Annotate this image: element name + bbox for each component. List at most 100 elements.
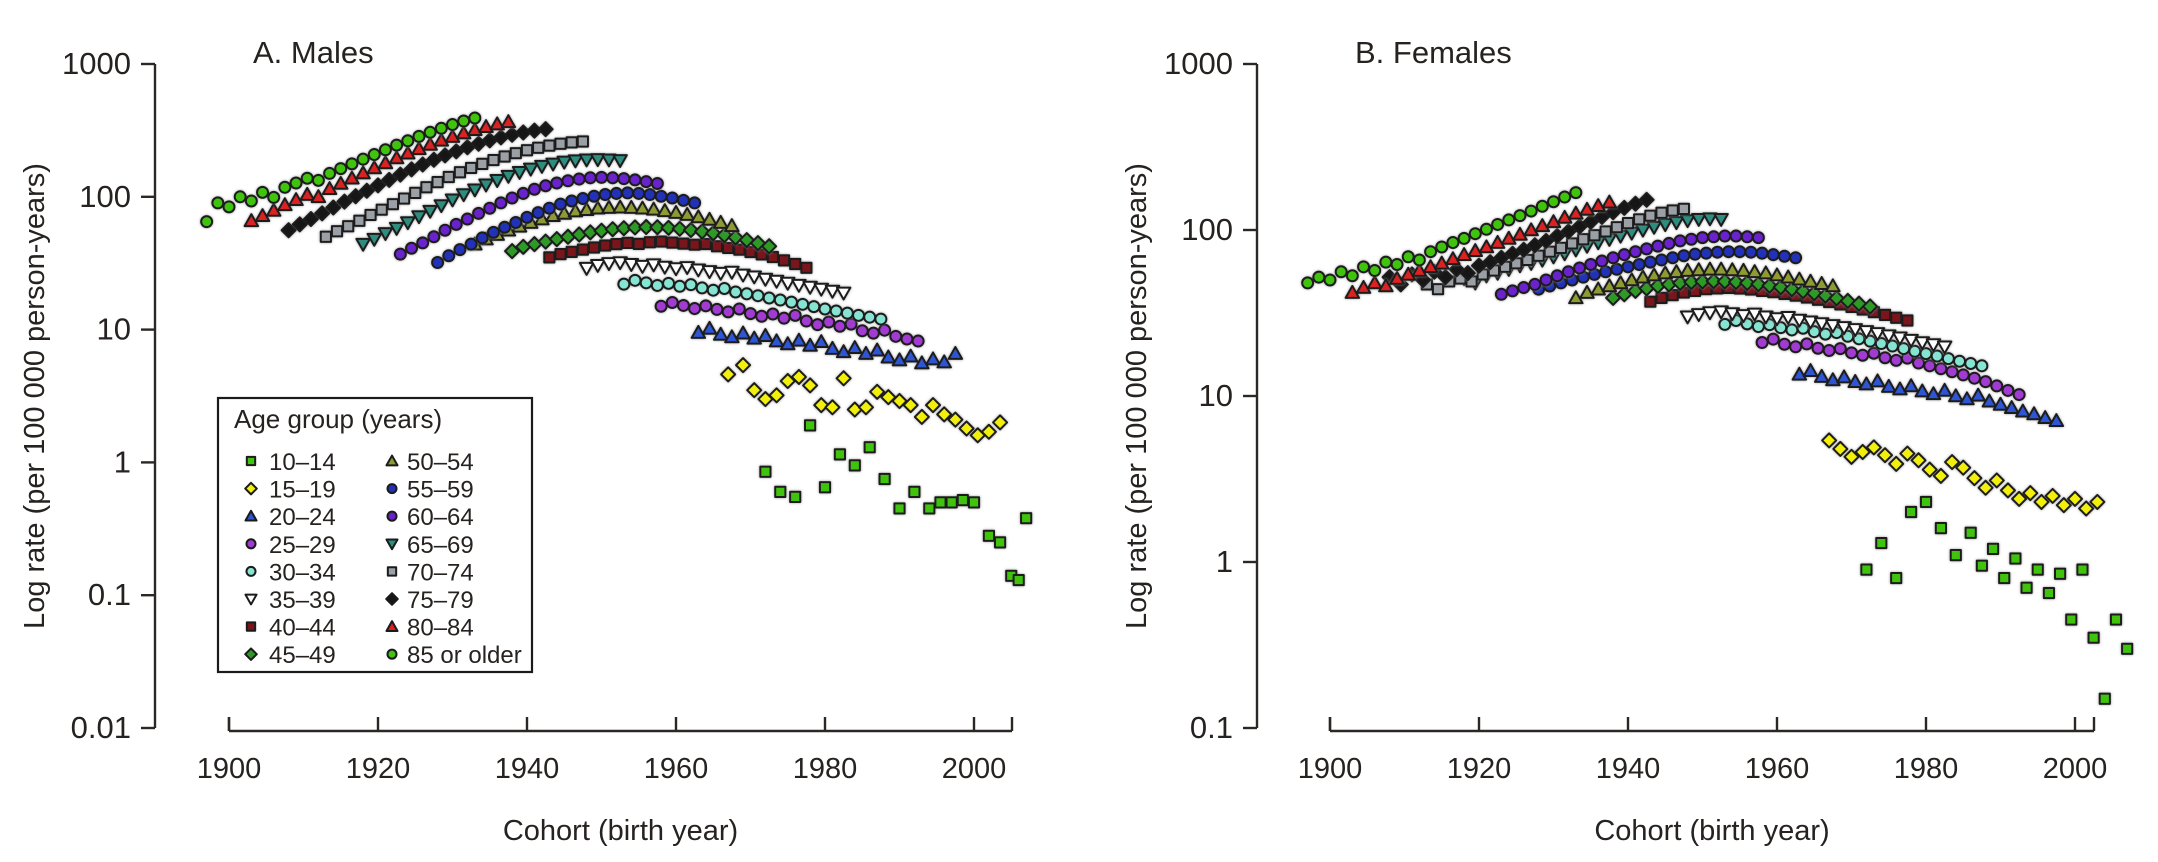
data-point-marker	[617, 277, 631, 291]
data-point-marker	[2042, 586, 2056, 600]
data-point-marker	[1646, 220, 1662, 235]
data-point-marker	[1910, 452, 1927, 469]
data-point-marker	[1739, 274, 1756, 291]
data-point-marker	[1949, 549, 1962, 562]
data-point-marker	[724, 265, 740, 280]
data-point-marker	[433, 132, 450, 147]
series-55–59	[431, 186, 702, 270]
data-point-marker	[2121, 642, 2134, 655]
data-point-marker	[992, 414, 1009, 431]
data-point-marker	[433, 199, 450, 214]
data-point-marker	[639, 276, 653, 290]
data-point-marker	[822, 315, 836, 329]
data-point-marker	[699, 237, 712, 251]
data-point-marker	[1901, 314, 1914, 327]
x-tick-label: 2000	[2043, 753, 2108, 785]
data-point-marker	[444, 193, 461, 208]
data-point-marker	[869, 383, 886, 400]
data-point-marker	[662, 276, 676, 290]
data-point-marker	[908, 485, 921, 498]
x-tick-label: 1960	[1745, 753, 1810, 785]
data-point-marker	[679, 206, 695, 221]
data-point-marker	[623, 199, 640, 214]
data-point-marker	[1912, 356, 1926, 370]
data-point-marker	[869, 342, 885, 357]
data-point-marker	[1761, 277, 1778, 294]
data-point-marker	[1713, 261, 1729, 276]
data-point-marker	[668, 262, 684, 277]
data-point-marker	[2066, 490, 2084, 507]
data-point-marker	[1750, 276, 1767, 293]
data-point-marker	[654, 299, 668, 313]
data-point-marker	[947, 345, 964, 360]
data-point-marker	[717, 281, 731, 295]
data-point-marker	[364, 208, 377, 222]
x-axis-title: Cohort (birth year)	[503, 815, 738, 847]
data-point-marker	[947, 411, 964, 428]
data-point-marker	[1378, 278, 1394, 293]
data-point-marker	[353, 214, 366, 227]
data-point-marker	[314, 205, 331, 222]
data-point-marker	[1992, 396, 2009, 411]
data-point-marker	[567, 154, 584, 169]
data-point-marker	[601, 199, 617, 214]
data-point-marker	[634, 200, 651, 215]
x-tick-label: 2000	[942, 753, 1007, 785]
data-point-marker	[621, 236, 634, 249]
data-point-marker	[668, 204, 684, 219]
data-point-marker	[401, 134, 415, 148]
data-point-marker	[1751, 231, 1765, 245]
data-point-marker	[660, 219, 677, 236]
data-point-marker	[688, 196, 702, 210]
data-point-marker	[1755, 336, 1769, 350]
series-60–64	[1494, 229, 1765, 301]
series-45–49	[1605, 273, 1879, 315]
data-point-marker	[467, 122, 483, 137]
data-point-marker	[444, 128, 461, 143]
data-point-marker	[425, 151, 442, 168]
data-point-marker	[465, 161, 478, 175]
data-point-marker	[483, 201, 497, 215]
series-20–24	[1791, 363, 2065, 427]
data-point-marker	[802, 280, 818, 295]
data-point-marker	[1905, 505, 1918, 519]
data-point-marker	[802, 337, 818, 352]
data-point-marker	[645, 201, 662, 216]
data-point-marker	[1012, 573, 1025, 587]
legend-item: 20–24	[244, 504, 336, 531]
data-point-marker	[1590, 198, 1606, 213]
data-point-marker	[2087, 631, 2100, 644]
y-tick-label: 1	[114, 444, 131, 479]
data-point-marker	[751, 289, 765, 303]
data-point-marker	[1850, 295, 1867, 312]
data-point-marker	[2011, 490, 2028, 507]
data-point-marker	[863, 310, 877, 324]
data-point-marker	[478, 119, 494, 134]
data-point-marker	[1512, 226, 1528, 241]
data-point-marker	[673, 279, 687, 293]
data-point-marker	[1903, 378, 1919, 393]
data-point-marker	[679, 261, 695, 276]
data-point-marker	[1601, 278, 1618, 293]
data-point-marker	[958, 420, 975, 437]
data-point-marker	[1601, 194, 1618, 209]
data-point-marker	[757, 272, 774, 287]
data-point-marker	[393, 247, 407, 261]
data-point-marker	[766, 307, 780, 321]
data-point-marker	[1718, 317, 1732, 331]
data-point-marker	[1964, 356, 1978, 370]
data-point-marker	[489, 116, 505, 131]
data-point-marker	[1707, 230, 1721, 244]
data-point-marker	[1446, 236, 1460, 250]
series-20–24	[690, 320, 964, 370]
data-point-marker	[813, 397, 830, 414]
data-point-marker	[1836, 369, 1852, 384]
data-point-marker	[520, 210, 534, 224]
data-point-marker	[956, 494, 969, 507]
data-point-marker	[1666, 204, 1679, 217]
data-point-marker	[381, 171, 398, 188]
data-point-marker	[1713, 212, 1729, 227]
data-point-marker	[434, 121, 448, 135]
legend-item-label: 50–54	[407, 449, 474, 476]
data-point-marker	[244, 509, 258, 522]
